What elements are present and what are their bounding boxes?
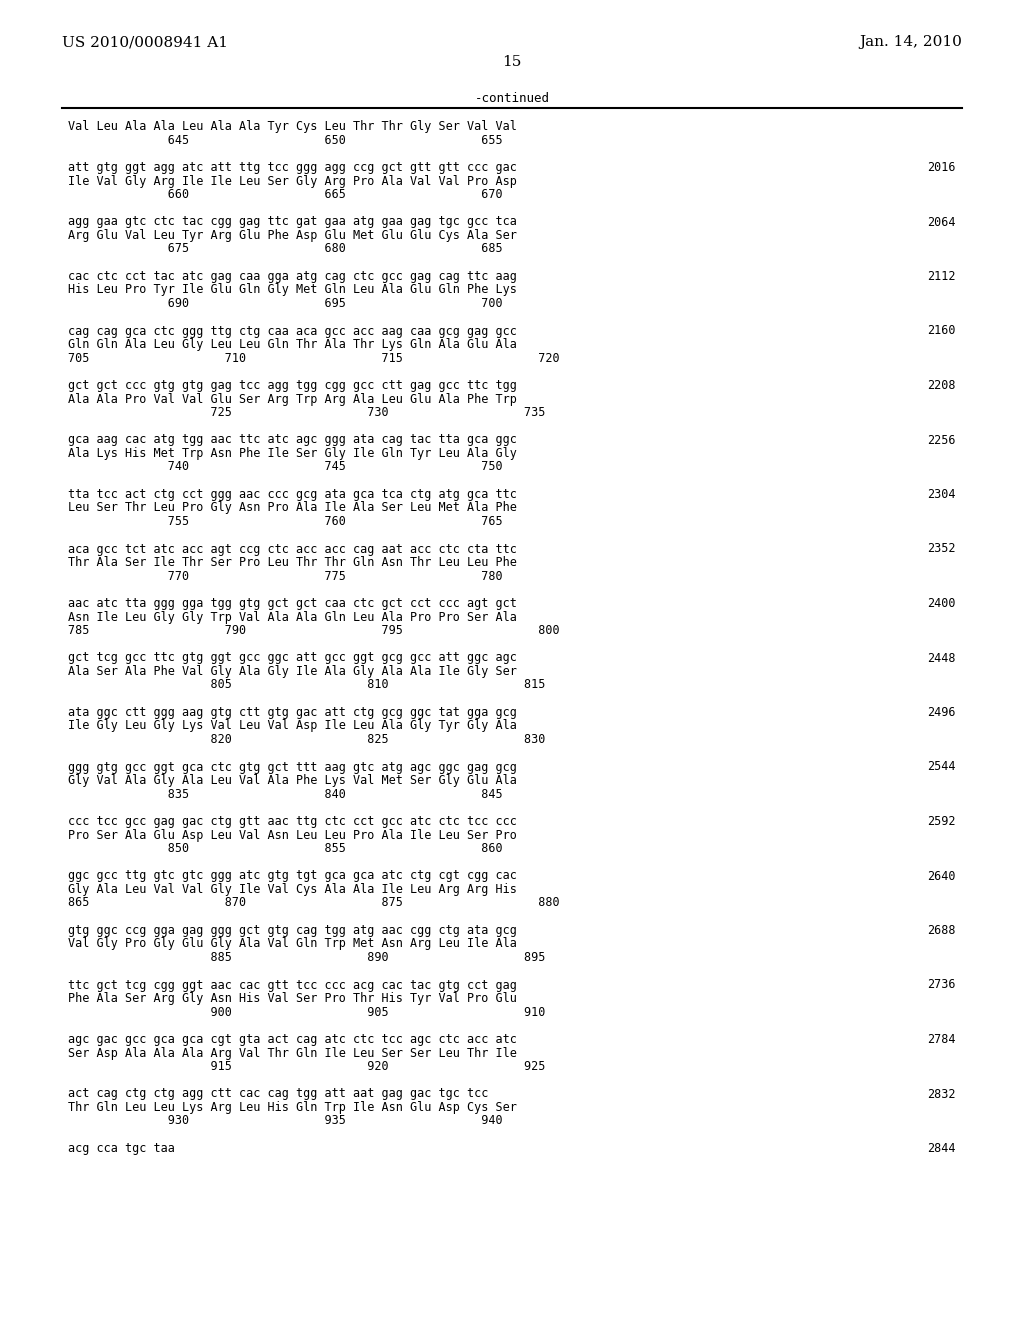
Text: 835                   840                   845: 835 840 845 bbox=[68, 788, 503, 800]
Text: att gtg ggt agg atc att ttg tcc ggg agg ccg gct gtt gtt ccc gac: att gtg ggt agg atc att ttg tcc ggg agg … bbox=[68, 161, 517, 174]
Text: acg cca tgc taa: acg cca tgc taa bbox=[68, 1142, 175, 1155]
Text: 2544: 2544 bbox=[928, 760, 956, 774]
Text: gct gct ccc gtg gtg gag tcc agg tgg cgg gcc ctt gag gcc ttc tgg: gct gct ccc gtg gtg gag tcc agg tgg cgg … bbox=[68, 379, 517, 392]
Text: 2640: 2640 bbox=[928, 870, 956, 883]
Text: 15: 15 bbox=[503, 55, 521, 69]
Text: His Leu Pro Tyr Ile Glu Gln Gly Met Gln Leu Ala Glu Gln Phe Lys: His Leu Pro Tyr Ile Glu Gln Gly Met Gln … bbox=[68, 284, 517, 297]
Text: 2832: 2832 bbox=[928, 1088, 956, 1101]
Text: 740                   745                   750: 740 745 750 bbox=[68, 461, 503, 474]
Text: Ile Val Gly Arg Ile Ile Leu Ser Gly Arg Pro Ala Val Val Pro Asp: Ile Val Gly Arg Ile Ile Leu Ser Gly Arg … bbox=[68, 174, 517, 187]
Text: 865                   870                   875                   880: 865 870 875 880 bbox=[68, 896, 560, 909]
Text: 2400: 2400 bbox=[928, 597, 956, 610]
Text: 755                   760                   765: 755 760 765 bbox=[68, 515, 503, 528]
Text: 675                   680                   685: 675 680 685 bbox=[68, 243, 503, 256]
Text: agc gac gcc gca gca cgt gta act cag atc ctc tcc agc ctc acc atc: agc gac gcc gca gca cgt gta act cag atc … bbox=[68, 1034, 517, 1045]
Text: Leu Ser Thr Leu Pro Gly Asn Pro Ala Ile Ala Ser Leu Met Ala Phe: Leu Ser Thr Leu Pro Gly Asn Pro Ala Ile … bbox=[68, 502, 517, 515]
Text: ggc gcc ttg gtc gtc ggg atc gtg tgt gca gca atc ctg cgt cgg cac: ggc gcc ttg gtc gtc ggg atc gtg tgt gca … bbox=[68, 870, 517, 883]
Text: Gly Ala Leu Val Val Gly Ile Val Cys Ala Ala Ile Leu Arg Arg His: Gly Ala Leu Val Val Gly Ile Val Cys Ala … bbox=[68, 883, 517, 896]
Text: 660                   665                   670: 660 665 670 bbox=[68, 187, 503, 201]
Text: -continued: -continued bbox=[474, 92, 550, 106]
Text: Gln Gln Ala Leu Gly Leu Leu Gln Thr Ala Thr Lys Gln Ala Glu Ala: Gln Gln Ala Leu Gly Leu Leu Gln Thr Ala … bbox=[68, 338, 517, 351]
Text: gca aag cac atg tgg aac ttc atc agc ggg ata cag tac tta gca ggc: gca aag cac atg tgg aac ttc atc agc ggg … bbox=[68, 433, 517, 446]
Text: aca gcc tct atc acc agt ccg ctc acc acc cag aat acc ctc cta ttc: aca gcc tct atc acc agt ccg ctc acc acc … bbox=[68, 543, 517, 556]
Text: Ala Ala Pro Val Val Glu Ser Arg Trp Arg Ala Leu Glu Ala Phe Trp: Ala Ala Pro Val Val Glu Ser Arg Trp Arg … bbox=[68, 392, 517, 405]
Text: Arg Glu Val Leu Tyr Arg Glu Phe Asp Glu Met Glu Glu Cys Ala Ser: Arg Glu Val Leu Tyr Arg Glu Phe Asp Glu … bbox=[68, 228, 517, 242]
Text: Gly Val Ala Gly Ala Leu Val Ala Phe Lys Val Met Ser Gly Glu Ala: Gly Val Ala Gly Ala Leu Val Ala Phe Lys … bbox=[68, 774, 517, 787]
Text: 645                   650                   655: 645 650 655 bbox=[68, 133, 503, 147]
Text: 690                   695                   700: 690 695 700 bbox=[68, 297, 503, 310]
Text: 900                   905                   910: 900 905 910 bbox=[68, 1006, 546, 1019]
Text: ata ggc ctt ggg aag gtg ctt gtg gac att ctg gcg ggc tat gga gcg: ata ggc ctt ggg aag gtg ctt gtg gac att … bbox=[68, 706, 517, 719]
Text: 805                   810                   815: 805 810 815 bbox=[68, 678, 546, 692]
Text: act cag ctg ctg agg ctt cac cag tgg att aat gag gac tgc tcc: act cag ctg ctg agg ctt cac cag tgg att … bbox=[68, 1088, 488, 1101]
Text: 930                   935                   940: 930 935 940 bbox=[68, 1114, 503, 1127]
Text: 2352: 2352 bbox=[928, 543, 956, 556]
Text: 2592: 2592 bbox=[928, 814, 956, 828]
Text: 725                   730                   735: 725 730 735 bbox=[68, 407, 546, 418]
Text: ccc tcc gcc gag gac ctg gtt aac ttg ctc cct gcc atc ctc tcc ccc: ccc tcc gcc gag gac ctg gtt aac ttg ctc … bbox=[68, 814, 517, 828]
Text: cag cag gca ctc ggg ttg ctg caa aca gcc acc aag caa gcg gag gcc: cag cag gca ctc ggg ttg ctg caa aca gcc … bbox=[68, 325, 517, 338]
Text: Val Gly Pro Gly Glu Gly Ala Val Gln Trp Met Asn Arg Leu Ile Ala: Val Gly Pro Gly Glu Gly Ala Val Gln Trp … bbox=[68, 937, 517, 950]
Text: gtg ggc ccg gga gag ggg gct gtg cag tgg atg aac cgg ctg ata gcg: gtg ggc ccg gga gag ggg gct gtg cag tgg … bbox=[68, 924, 517, 937]
Text: aac atc tta ggg gga tgg gtg gct gct caa ctc gct cct ccc agt gct: aac atc tta ggg gga tgg gtg gct gct caa … bbox=[68, 597, 517, 610]
Text: 2736: 2736 bbox=[928, 978, 956, 991]
Text: 2160: 2160 bbox=[928, 325, 956, 338]
Text: Jan. 14, 2010: Jan. 14, 2010 bbox=[859, 36, 962, 49]
Text: tta tcc act ctg cct ggg aac ccc gcg ata gca tca ctg atg gca ttc: tta tcc act ctg cct ggg aac ccc gcg ata … bbox=[68, 488, 517, 502]
Text: Ser Asp Ala Ala Ala Arg Val Thr Gln Ile Leu Ser Ser Leu Thr Ile: Ser Asp Ala Ala Ala Arg Val Thr Gln Ile … bbox=[68, 1047, 517, 1060]
Text: gct tcg gcc ttc gtg ggt gcc ggc att gcc ggt gcg gcc att ggc agc: gct tcg gcc ttc gtg ggt gcc ggc att gcc … bbox=[68, 652, 517, 664]
Text: US 2010/0008941 A1: US 2010/0008941 A1 bbox=[62, 36, 228, 49]
Text: Thr Gln Leu Leu Lys Arg Leu His Gln Trp Ile Asn Glu Asp Cys Ser: Thr Gln Leu Leu Lys Arg Leu His Gln Trp … bbox=[68, 1101, 517, 1114]
Text: 2256: 2256 bbox=[928, 433, 956, 446]
Text: 820                   825                   830: 820 825 830 bbox=[68, 733, 546, 746]
Text: Pro Ser Ala Glu Asp Leu Val Asn Leu Leu Pro Ala Ile Leu Ser Pro: Pro Ser Ala Glu Asp Leu Val Asn Leu Leu … bbox=[68, 829, 517, 842]
Text: 2016: 2016 bbox=[928, 161, 956, 174]
Text: agg gaa gtc ctc tac cgg gag ttc gat gaa atg gaa gag tgc gcc tca: agg gaa gtc ctc tac cgg gag ttc gat gaa … bbox=[68, 215, 517, 228]
Text: 2208: 2208 bbox=[928, 379, 956, 392]
Text: 885                   890                   895: 885 890 895 bbox=[68, 950, 546, 964]
Text: 2064: 2064 bbox=[928, 215, 956, 228]
Text: Phe Ala Ser Arg Gly Asn His Val Ser Pro Thr His Tyr Val Pro Glu: Phe Ala Ser Arg Gly Asn His Val Ser Pro … bbox=[68, 993, 517, 1005]
Text: 2784: 2784 bbox=[928, 1034, 956, 1045]
Text: 2448: 2448 bbox=[928, 652, 956, 664]
Text: 2496: 2496 bbox=[928, 706, 956, 719]
Text: Thr Ala Ser Ile Thr Ser Pro Leu Thr Thr Gln Asn Thr Leu Leu Phe: Thr Ala Ser Ile Thr Ser Pro Leu Thr Thr … bbox=[68, 556, 517, 569]
Text: Val Leu Ala Ala Leu Ala Ala Tyr Cys Leu Thr Thr Gly Ser Val Val: Val Leu Ala Ala Leu Ala Ala Tyr Cys Leu … bbox=[68, 120, 517, 133]
Text: Ala Ser Ala Phe Val Gly Ala Gly Ile Ala Gly Ala Ala Ile Gly Ser: Ala Ser Ala Phe Val Gly Ala Gly Ile Ala … bbox=[68, 665, 517, 678]
Text: 2112: 2112 bbox=[928, 271, 956, 282]
Text: ggg gtg gcc ggt gca ctc gtg gct ttt aag gtc atg agc ggc gag gcg: ggg gtg gcc ggt gca ctc gtg gct ttt aag … bbox=[68, 760, 517, 774]
Text: 850                   855                   860: 850 855 860 bbox=[68, 842, 503, 855]
Text: Ala Lys His Met Trp Asn Phe Ile Ser Gly Ile Gln Tyr Leu Ala Gly: Ala Lys His Met Trp Asn Phe Ile Ser Gly … bbox=[68, 447, 517, 459]
Text: Ile Gly Leu Gly Lys Val Leu Val Asp Ile Leu Ala Gly Tyr Gly Ala: Ile Gly Leu Gly Lys Val Leu Val Asp Ile … bbox=[68, 719, 517, 733]
Text: 770                   775                   780: 770 775 780 bbox=[68, 569, 503, 582]
Text: 2844: 2844 bbox=[928, 1142, 956, 1155]
Text: ttc gct tcg cgg ggt aac cac gtt tcc ccc acg cac tac gtg cct gag: ttc gct tcg cgg ggt aac cac gtt tcc ccc … bbox=[68, 978, 517, 991]
Text: cac ctc cct tac atc gag caa gga atg cag ctc gcc gag cag ttc aag: cac ctc cct tac atc gag caa gga atg cag … bbox=[68, 271, 517, 282]
Text: 2688: 2688 bbox=[928, 924, 956, 937]
Text: 785                   790                   795                   800: 785 790 795 800 bbox=[68, 624, 560, 638]
Text: Asn Ile Leu Gly Gly Trp Val Ala Ala Gln Leu Ala Pro Pro Ser Ala: Asn Ile Leu Gly Gly Trp Val Ala Ala Gln … bbox=[68, 610, 517, 623]
Text: 915                   920                   925: 915 920 925 bbox=[68, 1060, 546, 1073]
Text: 2304: 2304 bbox=[928, 488, 956, 502]
Text: 705                   710                   715                   720: 705 710 715 720 bbox=[68, 351, 560, 364]
